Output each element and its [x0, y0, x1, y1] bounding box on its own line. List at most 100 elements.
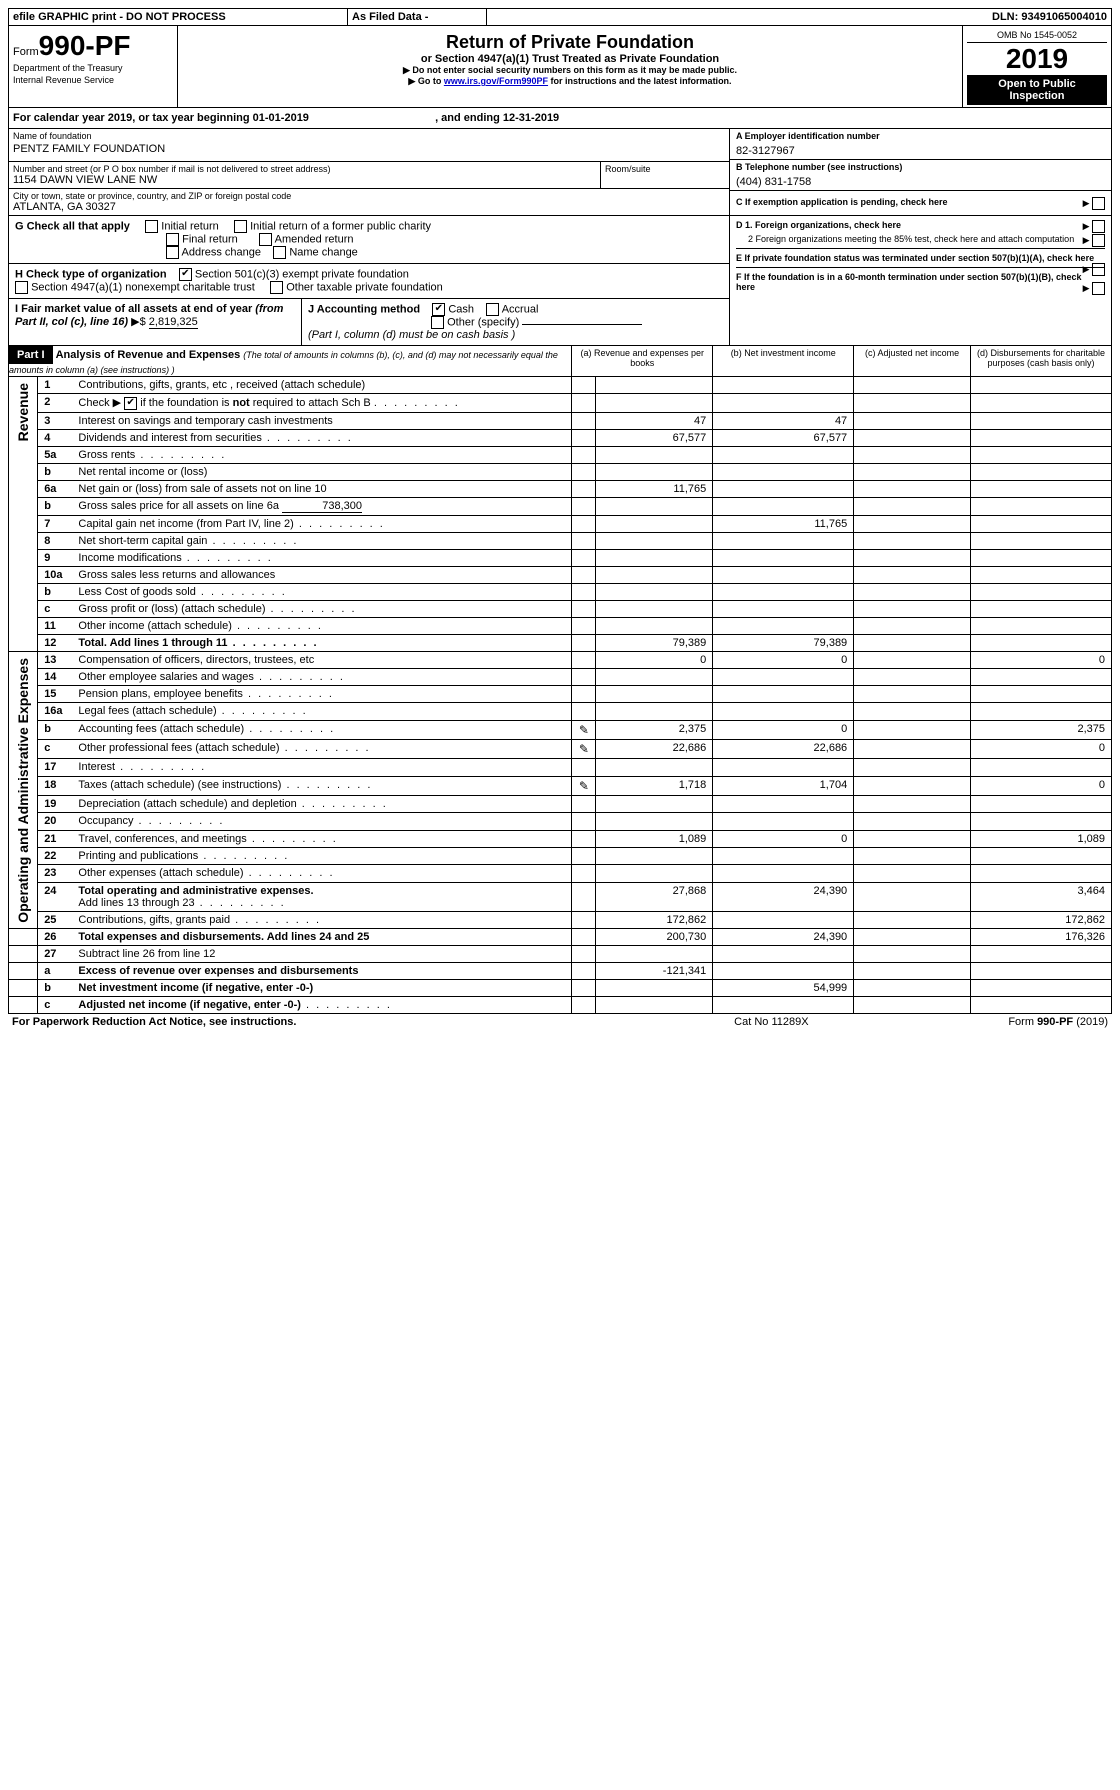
form-subtitle: or Section 4947(a)(1) Trust Treated as P… — [184, 53, 956, 65]
part1-label: Part I — [9, 346, 53, 364]
j-other-check[interactable] — [431, 316, 444, 329]
form-title: Return of Private Foundation — [184, 32, 956, 53]
footer-mid: Cat No 11289X — [677, 1014, 866, 1030]
g-initial-former-check[interactable] — [234, 220, 247, 233]
box-d2: 2 Foreign organizations meeting the 85% … — [748, 234, 1074, 244]
efile-notice: efile GRAPHIC print - DO NOT PROCESS — [9, 9, 348, 26]
phone-value: (404) 831-1758 — [736, 172, 1105, 188]
j-accrual-check[interactable] — [486, 303, 499, 316]
box-f: F If the foundation is in a 60-month ter… — [736, 272, 1082, 292]
box-c-check[interactable] — [1092, 197, 1105, 210]
entity-block: Name of foundation PENTZ FAMILY FOUNDATI… — [8, 129, 1112, 216]
line-6b: Gross sales price for all assets on line… — [74, 497, 571, 515]
top-bar: efile GRAPHIC print - DO NOT PROCESS As … — [8, 8, 1112, 26]
g-initial-check[interactable] — [145, 220, 158, 233]
col-b-header: (b) Net investment income — [713, 346, 854, 377]
check-boxes-block: G Check all that apply Initial return In… — [8, 216, 1112, 346]
form-number: 990-PF — [39, 30, 131, 61]
line-3: Interest on savings and temporary cash i… — [74, 412, 571, 429]
line-10a: Gross sales less returns and allowances — [74, 566, 571, 583]
ein-label: A Employer identification number — [736, 131, 1105, 141]
line-21: Travel, conferences, and meetings — [74, 830, 571, 847]
room-label: Room/suite — [601, 162, 730, 189]
line-4: Dividends and interest from securities — [74, 429, 571, 446]
line-20: Occupancy — [74, 813, 571, 830]
ein-value: 82-3127967 — [736, 141, 1105, 157]
phone-label: B Telephone number (see instructions) — [736, 162, 1105, 172]
col-c-header: (c) Adjusted net income — [854, 346, 971, 377]
line-27a: Excess of revenue over expenses and disb… — [74, 963, 571, 980]
form-header: Form990-PF Department of the Treasury In… — [8, 26, 1112, 108]
part1-table: Part I Analysis of Revenue and Expenses … — [8, 346, 1112, 1014]
line-9: Income modifications — [74, 549, 571, 566]
box-d1: D 1. Foreign organizations, check here — [736, 220, 901, 230]
expenses-section-label: Operating and Administrative Expenses — [13, 654, 33, 927]
irs-label: Internal Revenue Service — [13, 75, 114, 85]
line-16c: Other professional fees (attach schedule… — [74, 740, 571, 759]
city-label: City or town, state or province, country… — [13, 191, 725, 201]
attach-icon[interactable]: ✎ — [572, 720, 596, 739]
name-label: Name of foundation — [9, 129, 729, 143]
j-cash-check[interactable]: ✔ — [432, 303, 445, 316]
line-8: Net short-term capital gain — [74, 532, 571, 549]
irs-link[interactable]: www.irs.gov/Form990PF — [444, 76, 548, 86]
asfiled-label: As Filed Data - — [348, 9, 487, 26]
footer-left: For Paperwork Reduction Act Notice, see … — [8, 1014, 677, 1030]
city-state-zip: ATLANTA, GA 30327 — [13, 201, 725, 213]
revenue-section-label: Revenue — [13, 379, 33, 445]
omb-number: OMB No 1545-0052 — [967, 28, 1107, 43]
warning-1: ▶ Do not enter social security numbers o… — [184, 65, 956, 76]
line-26: Total expenses and disbursements. Add li… — [74, 929, 571, 946]
addr-label: Number and street (or P O box number if … — [13, 164, 596, 174]
fmv-value: 2,819,325 — [149, 316, 198, 329]
line-11: Other income (attach schedule) — [74, 617, 571, 634]
page-footer: For Paperwork Reduction Act Notice, see … — [8, 1014, 1112, 1030]
open-inspection: Open to Public Inspection — [967, 75, 1107, 105]
line-2-check[interactable]: ✔ — [124, 397, 137, 410]
line-6a: Net gain or (loss) from sale of assets n… — [74, 480, 571, 497]
line-27b: Net investment income (if negative, ente… — [74, 980, 571, 997]
h-501c3-check[interactable]: ✔ — [179, 268, 192, 281]
line-25: Contributions, gifts, grants paid — [74, 912, 571, 929]
h-4947-check[interactable] — [15, 281, 28, 294]
line-5b: Net rental income or (loss) — [74, 463, 571, 480]
line-10c: Gross profit or (loss) (attach schedule) — [74, 600, 571, 617]
footer-right: Form 990-PF (2019) — [866, 1014, 1112, 1030]
calendar-year-row: For calendar year 2019, or tax year begi… — [8, 108, 1112, 129]
g-name-check[interactable] — [273, 246, 286, 259]
g-address-check[interactable] — [166, 246, 179, 259]
h-other-check[interactable] — [270, 281, 283, 294]
line-2: Check ▶ ✔ if the foundation is not requi… — [74, 394, 571, 413]
warning-2: ▶ Go to www.irs.gov/Form990PF for instru… — [184, 76, 956, 87]
box-c-label: C If exemption application is pending, c… — [736, 197, 948, 207]
g-amended-check[interactable] — [259, 233, 272, 246]
line-5a: Gross rents — [74, 446, 571, 463]
foundation-name: PENTZ FAMILY FOUNDATION — [9, 143, 729, 161]
tax-year: 2019 — [967, 43, 1107, 75]
line-22: Printing and publications — [74, 847, 571, 864]
dept-treasury: Department of the Treasury — [13, 63, 123, 73]
line-13: Compensation of officers, directors, tru… — [74, 651, 571, 668]
form-prefix: Form — [13, 46, 39, 58]
line-17: Interest — [74, 759, 571, 776]
g-final-check[interactable] — [166, 233, 179, 246]
box-g-label: G Check all that apply — [15, 220, 130, 232]
line-27c: Adjusted net income (if negative, enter … — [74, 997, 571, 1014]
line-18: Taxes (attach schedule) (see instruction… — [74, 776, 571, 795]
attach-icon[interactable]: ✎ — [572, 776, 596, 795]
line-23: Other expenses (attach schedule) — [74, 865, 571, 882]
box-h-label: H Check type of organization — [15, 268, 167, 280]
attach-icon[interactable]: ✎ — [572, 740, 596, 759]
line-16a: Legal fees (attach schedule) — [74, 703, 571, 720]
col-d-header: (d) Disbursements for charitable purpose… — [970, 346, 1111, 377]
line-10b: Less Cost of goods sold — [74, 583, 571, 600]
line-14: Other employee salaries and wages — [74, 668, 571, 685]
line-1: Contributions, gifts, grants, etc , rece… — [74, 377, 571, 394]
dln: DLN: 93491065004010 — [883, 9, 1112, 26]
col-a-header: (a) Revenue and expenses per books — [572, 346, 713, 377]
part1-title: Analysis of Revenue and Expenses — [56, 349, 241, 361]
line-12: Total. Add lines 1 through 11 — [74, 634, 571, 651]
street-address: 1154 DAWN VIEW LANE NW — [13, 174, 596, 186]
line-19: Depreciation (attach schedule) and deple… — [74, 796, 571, 813]
line-27: Subtract line 26 from line 12 — [74, 946, 571, 963]
